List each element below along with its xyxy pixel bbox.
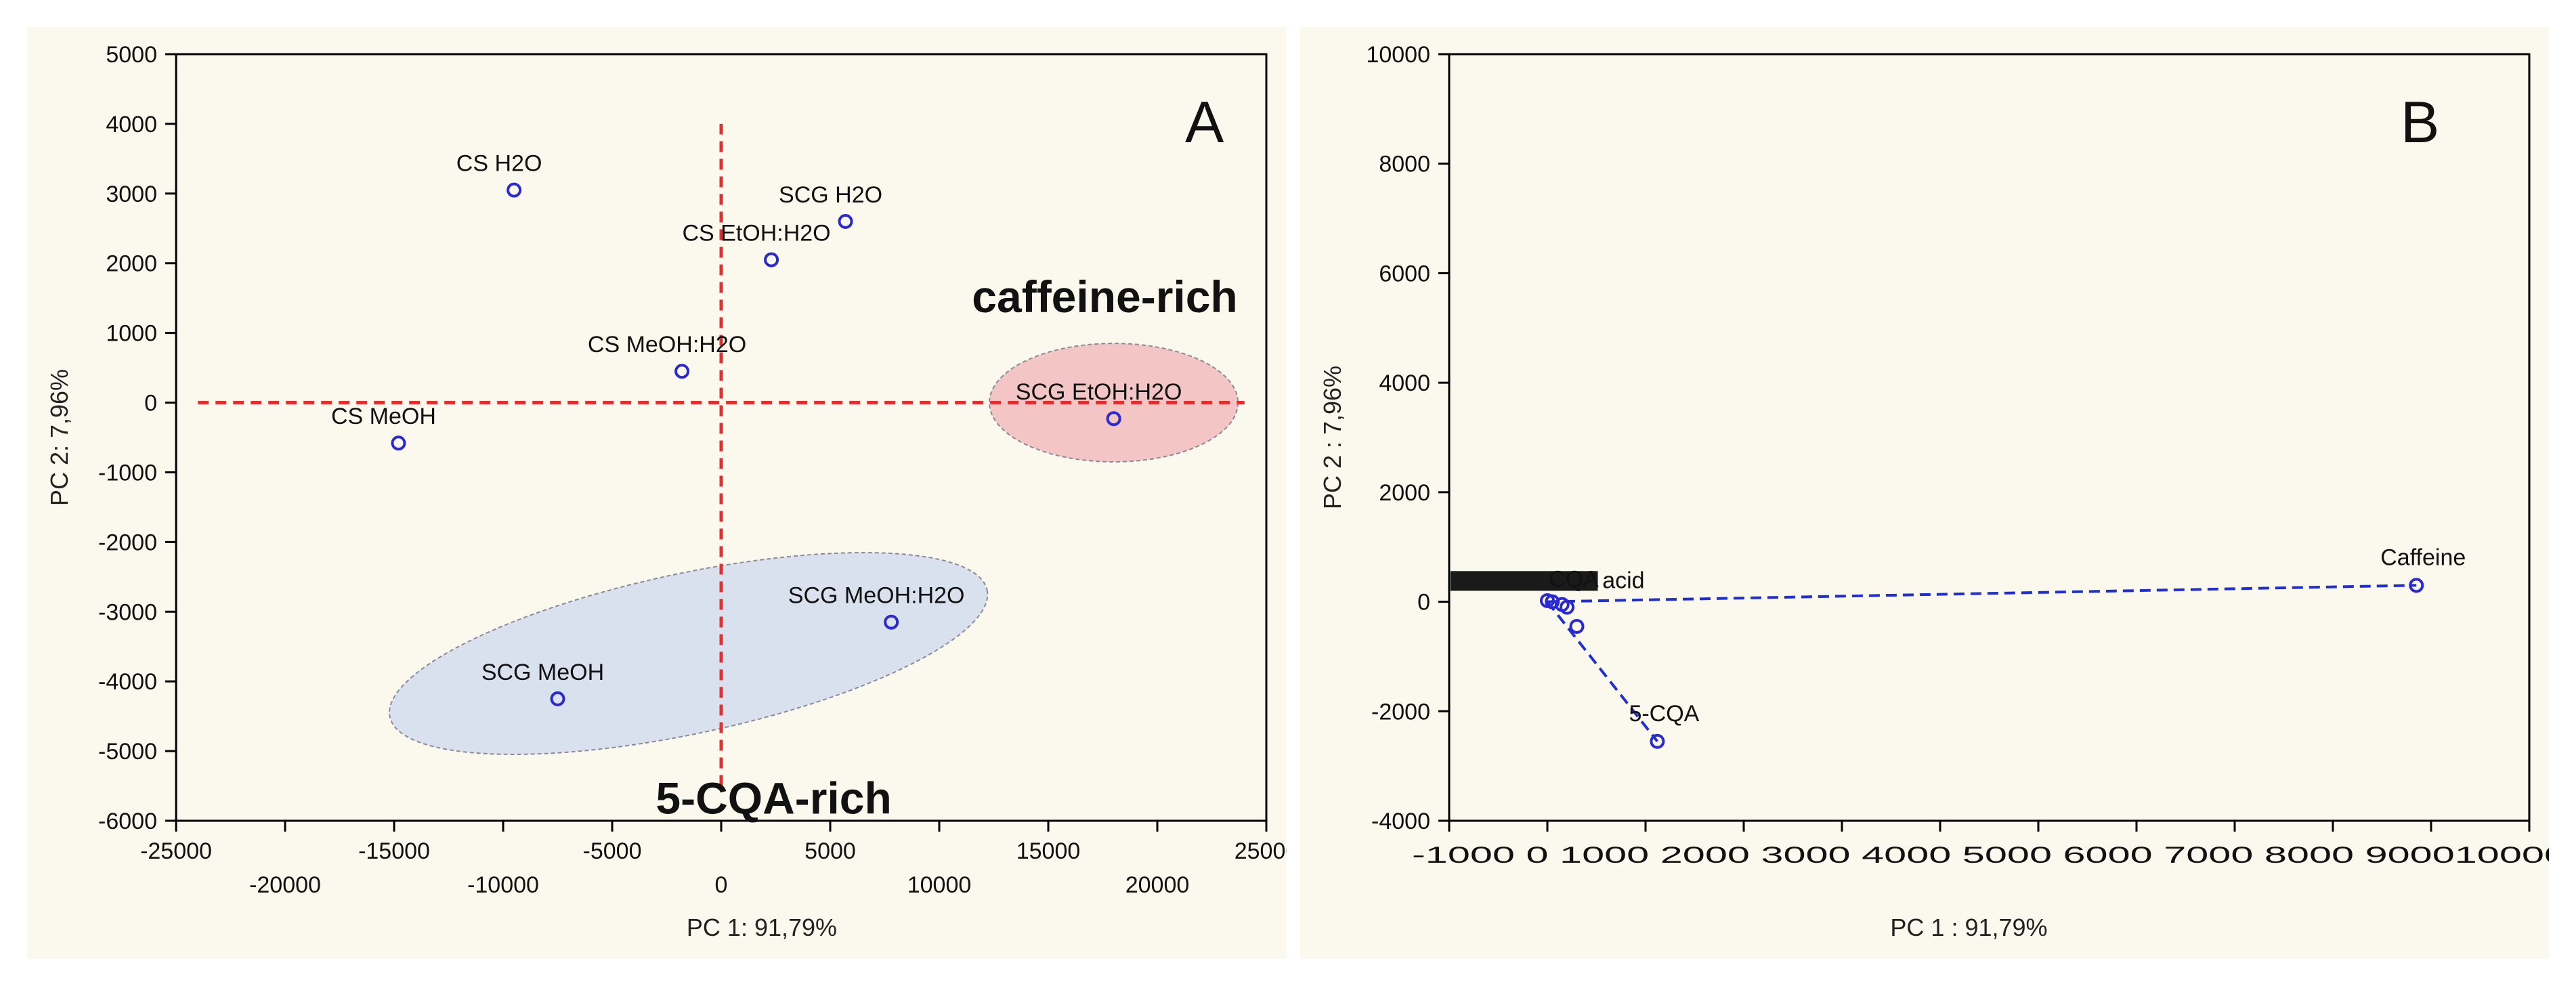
- x-tick-label-bottom-a: 10000: [907, 872, 972, 898]
- x-tick-label-top-a: -15000: [358, 838, 430, 864]
- data-point: [550, 691, 565, 706]
- y-tick-label-a: 1000: [106, 321, 157, 347]
- chart-a: -6000-5000-4000-3000-2000-10000100020003…: [45, 42, 1287, 941]
- region-ellipse-1: [389, 552, 989, 755]
- x-tick-label-top-a: 5000: [804, 838, 856, 864]
- panel-b: -4000 -2000 0 2000 4000 6000 8000 10000 -1000 0 …: [1300, 27, 2549, 959]
- x-axis-title-a: PC 1: 91,79%: [687, 914, 837, 941]
- y-tick-label-b: 10000: [1366, 42, 1430, 68]
- y-tick-label-b: -4000: [1371, 809, 1430, 834]
- data-point-label-b: Caffeine: [2380, 544, 2466, 570]
- y-axis-title-a: PC 2: 7,96%: [45, 369, 73, 506]
- data-point-label: CS MeOH:H2O: [588, 332, 746, 358]
- data-point: [507, 182, 522, 198]
- y-tick-label-b: 6000: [1379, 261, 1430, 286]
- cluster-label: acid: [1602, 567, 1644, 593]
- data-point-label: SCG MeOH:H2O: [788, 583, 965, 609]
- x-tick-label-bottom-a: 20000: [1125, 872, 1190, 898]
- data-point-label: SCG MeOH: [481, 660, 604, 685]
- region-label-caffeine-rich: caffeine-rich: [972, 272, 1237, 322]
- region-label-5cqa-rich: 5-CQA-rich: [656, 773, 891, 823]
- data-point-label: SCG EtOH:H2O: [1016, 379, 1182, 405]
- data-point-label: SCG H2O: [779, 182, 882, 208]
- plot-frame-b: [1448, 53, 2531, 822]
- panel-letter-b: B: [2401, 90, 2439, 155]
- x-tick-label-top-a: 25000: [1235, 838, 1287, 864]
- data-point: [838, 213, 853, 229]
- y-tick-label-a: 3000: [106, 181, 157, 207]
- data-point-label: CS H2O: [456, 151, 542, 177]
- panel-letter-a: A: [1185, 90, 1224, 155]
- y-tick-label-a: -4000: [98, 669, 157, 695]
- loading-line-0: [1547, 584, 2417, 603]
- x-axis-title-b: PC 1 : 91,79%: [1890, 914, 2047, 941]
- data-point: [391, 435, 406, 451]
- data-point-b: [1650, 733, 1665, 749]
- y-tick-label-b: 0: [1417, 590, 1430, 616]
- y-tick-label-b: 4000: [1379, 370, 1430, 396]
- panel-a: -6000 -5000 -4000 -3000 -2000 -1000 0 1000 2000 3…: [27, 27, 1287, 959]
- data-point: [764, 252, 779, 267]
- y-tick-label-a: -5000: [98, 739, 157, 765]
- y-tick-label-a: -2000: [98, 530, 157, 555]
- data-point-label-b: 5-CQA: [1629, 701, 1699, 727]
- y-axis-title-b: PC 2 : 7,96%: [1318, 366, 1346, 509]
- x-tick-label-top-a: 15000: [1016, 838, 1081, 864]
- x-tick-label-bottom-a: -20000: [249, 872, 321, 898]
- y-tick-label-b: 2000: [1379, 480, 1430, 506]
- data-point: [884, 614, 899, 630]
- y-tick-label-b: 8000: [1379, 152, 1430, 177]
- x-tick-labels-b: -1000 0 1000 2000 3000 4000 5000 6000 70…: [1412, 842, 2549, 868]
- data-point: [1106, 411, 1121, 427]
- y-tick-label-a: -1000: [98, 460, 157, 486]
- overlapping-labels-block: [1451, 571, 1598, 591]
- y-tick-label-a: 5000: [106, 42, 157, 68]
- y-tick-label-a: -6000: [98, 809, 157, 834]
- data-point-label: CS MeOH: [331, 404, 436, 429]
- data-point-b: [1540, 593, 1555, 608]
- data-point-b: [2409, 578, 2424, 593]
- data-point-label: CS EtOH:H2O: [682, 221, 830, 246]
- y-tick-label-b: -2000: [1371, 699, 1430, 725]
- y-tick-label-a: 4000: [106, 112, 157, 137]
- data-point-b: [1554, 597, 1570, 612]
- x-tick-label-top-a: -25000: [140, 838, 212, 864]
- loading-line-1: [1546, 601, 1658, 742]
- y-tick-label-a: 0: [144, 391, 157, 416]
- chart-b: -4000 -2000 0 2000 4000 6000 8000 10000 -1000 0 …: [1318, 42, 2549, 941]
- y-tick-label-a: -3000: [98, 599, 157, 625]
- data-point-label-b: CQA: [1549, 567, 1599, 593]
- x-tick-label-bottom-a: 0: [715, 872, 728, 898]
- x-tick-label-top-a: -5000: [583, 838, 642, 864]
- y-tick-label-a: 2000: [106, 251, 157, 277]
- data-point: [674, 364, 690, 379]
- data-point-b: [1569, 618, 1585, 634]
- x-tick-label-bottom-a: -10000: [467, 872, 539, 898]
